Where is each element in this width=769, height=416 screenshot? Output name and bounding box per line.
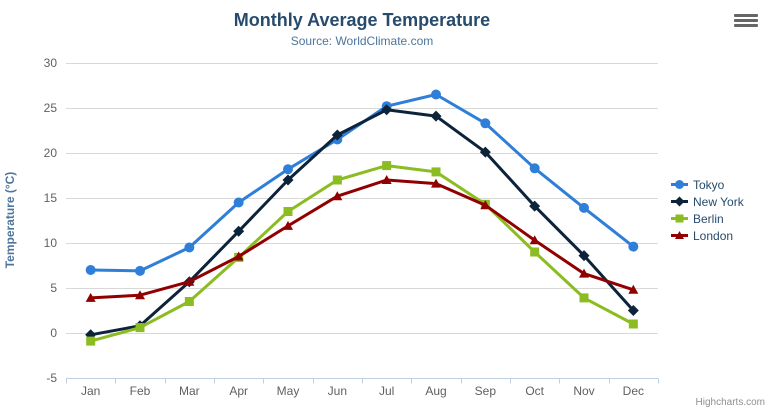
data-point-berlin[interactable] [382,161,392,171]
y-tick-label: 15 [44,191,58,205]
data-point-berlin[interactable] [184,297,194,306]
data-point-new-york[interactable] [381,104,393,116]
data-point-london[interactable] [283,220,293,230]
data-point-london[interactable] [431,178,441,188]
menu-bar [734,19,758,22]
data-point-berlin[interactable] [283,207,293,216]
chart-subtitle: Source: WorldClimate.com [290,34,434,48]
data-point-tokyo[interactable] [184,242,195,253]
legend-marker-circle-icon [671,180,688,189]
legend-marker-shape[interactable] [674,196,685,207]
data-point-new-york[interactable] [627,305,639,316]
hamburger-menu-icon[interactable] [734,14,758,27]
data-point-london[interactable] [184,276,195,286]
legend-marker-triangle-icon [671,231,688,239]
x-tick-label: Oct [525,384,544,398]
menu-bar [734,24,758,27]
data-point-berlin[interactable] [86,336,96,346]
legend-marker-diamond-icon [671,196,688,207]
data-point-london[interactable] [381,175,392,184]
data-point-berlin[interactable] [431,167,441,177]
data-point-berlin[interactable] [579,293,589,303]
y-tick-label: -5 [46,371,57,385]
data-point-new-york[interactable] [529,200,541,212]
legend-item-new-york[interactable]: New York [671,193,744,210]
x-tick-label: Feb [130,384,151,398]
data-point-tokyo[interactable] [480,118,491,129]
legend-marker-shape[interactable] [675,180,684,189]
data-point-tokyo[interactable] [283,164,293,175]
data-point-tokyo[interactable] [628,241,639,252]
x-tick-label: Aug [425,384,446,398]
data-point-london[interactable] [628,284,639,294]
legend: Tokyo New York Berlin London [671,176,744,244]
data-point-london[interactable] [529,235,540,245]
data-point-tokyo[interactable] [579,202,589,213]
data-point-new-york[interactable] [331,129,343,141]
legend-item-label: London [693,228,734,243]
data-point-new-york[interactable] [578,250,590,262]
data-point-tokyo[interactable] [431,89,441,100]
y-tick-label: 5 [50,281,57,295]
y-tick-label: 20 [44,146,58,160]
x-tick-label: Jun [328,384,347,398]
data-point-berlin[interactable] [135,323,145,333]
data-point-new-york[interactable] [479,146,491,158]
x-tick-label: May [277,384,300,398]
data-point-london[interactable] [579,268,589,278]
x-tick-label: Jul [379,384,394,398]
legend-item-tokyo[interactable]: Tokyo [671,176,744,193]
y-tick-label: 0 [50,326,57,340]
series-line-london [89,178,635,300]
data-point-berlin[interactable] [530,247,540,257]
data-point-new-york[interactable] [233,225,245,237]
y-tick-label: 10 [44,236,58,250]
legend-marker-shape[interactable] [675,214,684,223]
legend-item-label: Tokyo [693,177,725,192]
y-tick-label: 25 [44,101,58,115]
data-point-london[interactable] [332,191,343,201]
data-point-tokyo[interactable] [135,265,145,276]
x-tick-label: Apr [229,384,248,398]
data-point-london[interactable] [480,200,491,210]
chart-title: Monthly Average Temperature [233,10,491,30]
data-point-berlin[interactable] [332,175,342,185]
data-point-tokyo[interactable] [233,197,244,208]
legend-item-berlin[interactable]: Berlin [671,210,744,227]
y-tick-label: 30 [44,56,58,70]
x-tick-label: Sep [475,384,497,398]
legend-item-label: Berlin [693,211,724,226]
data-point-london[interactable] [135,290,145,300]
menu-bar [734,14,758,17]
data-point-london[interactable] [85,292,96,302]
data-point-berlin[interactable] [628,319,638,329]
legend-marker-square-icon [671,214,688,223]
data-point-new-york[interactable] [282,174,294,186]
data-point-tokyo[interactable] [529,163,540,174]
data-point-tokyo[interactable] [85,265,96,275]
legend-item-label: New York [693,194,744,209]
x-tick-label: Dec [623,384,644,398]
credits-link[interactable]: Highcharts.com [695,397,765,408]
x-tick-label: Mar [179,384,200,398]
data-point-london[interactable] [233,251,244,261]
series-line-new-york [89,108,635,337]
x-tick-label: Jan [81,384,100,398]
data-point-new-york[interactable] [430,110,442,122]
legend-marker-shape[interactable] [675,231,684,239]
x-tick-label: Nov [573,384,594,398]
legend-item-london[interactable]: London [671,227,744,244]
series-line-berlin [89,164,635,343]
